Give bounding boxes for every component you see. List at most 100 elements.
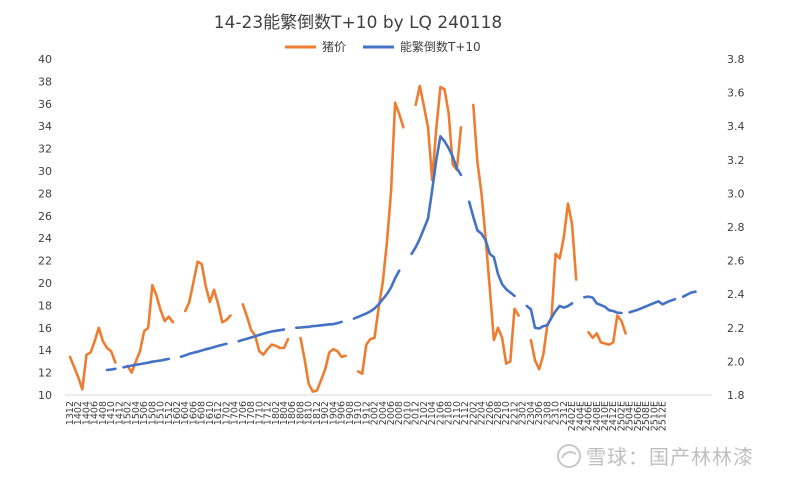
x-tick-label: 1512 (164, 401, 175, 425)
x-tick-label: 1510 (156, 401, 167, 425)
sow-line-segment (583, 295, 623, 315)
x-tick-label: 1712 (263, 401, 274, 425)
price-line-segment (68, 326, 117, 391)
x-tick-label: 1604 (180, 401, 191, 425)
x-axis-ticks: 1312140214041406140814101412150215041506… (65, 401, 669, 431)
sow-line-segment (628, 297, 677, 314)
x-tick-label: 2102 (419, 401, 430, 425)
left-tick-label: 20 (38, 277, 52, 290)
x-tick-label: 1606 (188, 401, 199, 425)
sow-line-segment (467, 200, 516, 298)
x-tick-label: 1906 (337, 401, 348, 425)
x-tick-label: 2204 (477, 401, 488, 425)
x-tick-label: 2004 (378, 401, 389, 425)
x-tick-label: 1406 (90, 401, 101, 425)
x-tick-label: 2506E (633, 401, 644, 431)
series-sow-inverse (105, 135, 697, 372)
x-tick-label: 1806 (287, 401, 298, 425)
price-line-segment (126, 283, 175, 374)
legend-label-price: 猪价 (322, 40, 346, 54)
left-tick-label: 12 (38, 367, 52, 380)
x-tick-label: 1408 (98, 401, 109, 425)
x-tick-label: 2410E (600, 401, 611, 431)
left-tick-label: 36 (38, 98, 52, 111)
sow-line-segment (352, 269, 401, 320)
x-tick-label: 2510E (649, 401, 660, 431)
sow-line-segment (237, 328, 286, 343)
x-tick-label: 2106 (435, 401, 446, 425)
x-tick-label: 2110 (452, 401, 463, 425)
right-tick-label: 2.8 (727, 221, 745, 234)
x-tick-label: 1612 (213, 401, 224, 425)
x-tick-label: 2210 (501, 401, 512, 425)
x-tick-label: 2404E (575, 401, 586, 431)
x-tick-label: 2112 (460, 401, 471, 425)
series-layer (68, 84, 697, 393)
price-line-segment (529, 202, 578, 371)
right-tick-label: 3.0 (727, 187, 745, 200)
x-tick-label: 2406E (584, 401, 595, 431)
right-tick-label: 1.8 (727, 389, 745, 402)
x-tick-label: 2002 (370, 401, 381, 425)
x-tick-label: 1904 (328, 401, 339, 425)
left-tick-label: 40 (38, 53, 52, 66)
x-tick-label: 1410 (106, 401, 117, 425)
chart-title: 14-23能繁倒数T+10 by LQ 240118 (214, 13, 502, 33)
right-tick-label: 2.6 (727, 255, 745, 268)
legend-label-sow: 能繁倒数T+10 (400, 39, 481, 54)
left-tick-label: 30 (38, 165, 52, 178)
x-tick-label: 1504 (131, 401, 142, 425)
x-tick-label: 2412E (608, 401, 619, 431)
left-tick-label: 34 (38, 120, 52, 133)
sow-line-segment (525, 302, 574, 330)
x-tick-label: 1708 (246, 401, 257, 425)
x-tick-label: 1912 (361, 401, 372, 425)
right-tick-label: 3.2 (727, 154, 745, 167)
sow-line-segment (105, 367, 117, 372)
watermark: 雪球：国产林林漆 (556, 441, 754, 470)
right-tick-label: 2.2 (727, 322, 745, 335)
x-tick-label: 1710 (254, 401, 265, 425)
x-tick-label: 1902 (320, 401, 331, 425)
price-line-segment (356, 101, 405, 375)
x-tick-label: 1608 (197, 401, 208, 425)
x-tick-label: 2208 (493, 401, 504, 425)
x-tick-label: 1702 (221, 401, 232, 425)
x-tick-label: 1404 (81, 401, 92, 425)
left-tick-label: 32 (38, 143, 52, 156)
x-tick-label: 2306 (534, 401, 545, 425)
x-tick-label: 1502 (123, 401, 134, 425)
price-line-segment (299, 336, 347, 393)
left-tick-label: 38 (38, 75, 52, 88)
x-tick-label: 1312 (65, 401, 76, 425)
x-tick-label: 2502E (616, 401, 627, 431)
sow-line-segment (681, 290, 697, 298)
left-tick-label: 18 (38, 299, 52, 312)
x-tick-label: 2504E (625, 401, 636, 431)
x-tick-label: 1804 (279, 401, 290, 425)
right-tick-label: 3.6 (727, 87, 745, 100)
x-tick-label: 2308 (542, 401, 553, 425)
left-tick-label: 24 (38, 232, 52, 245)
x-tick-label: 2206 (485, 401, 496, 425)
x-tick-label: 1802 (271, 401, 282, 425)
x-tick-label: 1704 (230, 401, 241, 425)
x-tick-label: 2310 (551, 401, 562, 425)
x-tick-label: 2010 (402, 401, 413, 425)
x-tick-label: 2512E (658, 401, 669, 431)
watermark-text: 雪球：国产林林漆 (586, 445, 754, 469)
sow-line-segment (179, 342, 228, 358)
right-tick-label: 3.4 (727, 120, 745, 133)
x-tick-label: 2108 (444, 401, 455, 425)
x-tick-label: 2312 (559, 401, 570, 425)
price-line-segment (414, 84, 463, 182)
x-tick-label: 1412 (114, 401, 125, 425)
x-tick-label: 2302 (518, 401, 529, 425)
right-tick-label: 2.4 (727, 288, 745, 301)
x-tick-label: 2012 (411, 401, 422, 425)
left-tick-label: 28 (38, 187, 52, 200)
price-line-segment (587, 314, 627, 346)
price-line-segment (472, 103, 520, 365)
x-tick-label: 2008 (394, 401, 405, 425)
price-line-segment (241, 303, 290, 356)
